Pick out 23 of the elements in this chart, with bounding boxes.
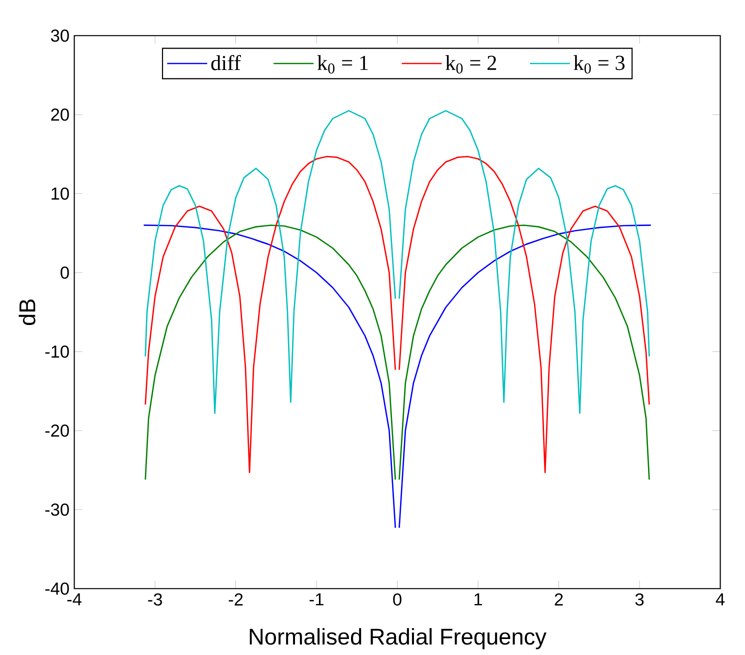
x-axis-title: Normalised Radial Frequency: [250, 628, 546, 650]
legend-label: k$_{0}$ = 1: [317, 55, 368, 74]
y-tick-label: 20: [51, 108, 69, 121]
legend-label: k$_{0}$ = 3: [574, 55, 625, 74]
x-tick-label: -1: [310, 593, 324, 606]
y-tick-label: 10: [52, 187, 69, 200]
x-tick-label: 2: [554, 593, 563, 606]
x-tick-label: -3: [148, 593, 162, 606]
x-tick-label: -4: [67, 593, 82, 606]
x-tick-label: 0: [393, 593, 402, 606]
y-axis-title: dB: [18, 299, 36, 326]
y-tick-label: -30: [45, 503, 69, 516]
y-tick-label: 0: [60, 266, 69, 279]
y-tick-label: -40: [45, 582, 69, 595]
legend-label: diff: [211, 55, 241, 70]
y-tick-label: 30: [50, 29, 69, 42]
x-tick-label: 1: [474, 593, 482, 606]
legend-label: k$_{0}$ = 2: [445, 55, 496, 74]
x-tick-label: 3: [635, 593, 644, 606]
y-tick-label: -10: [45, 345, 69, 358]
x-tick-label: 4: [716, 593, 725, 606]
x-tick-label: -2: [228, 593, 243, 606]
y-tick-label: -20: [45, 424, 69, 437]
